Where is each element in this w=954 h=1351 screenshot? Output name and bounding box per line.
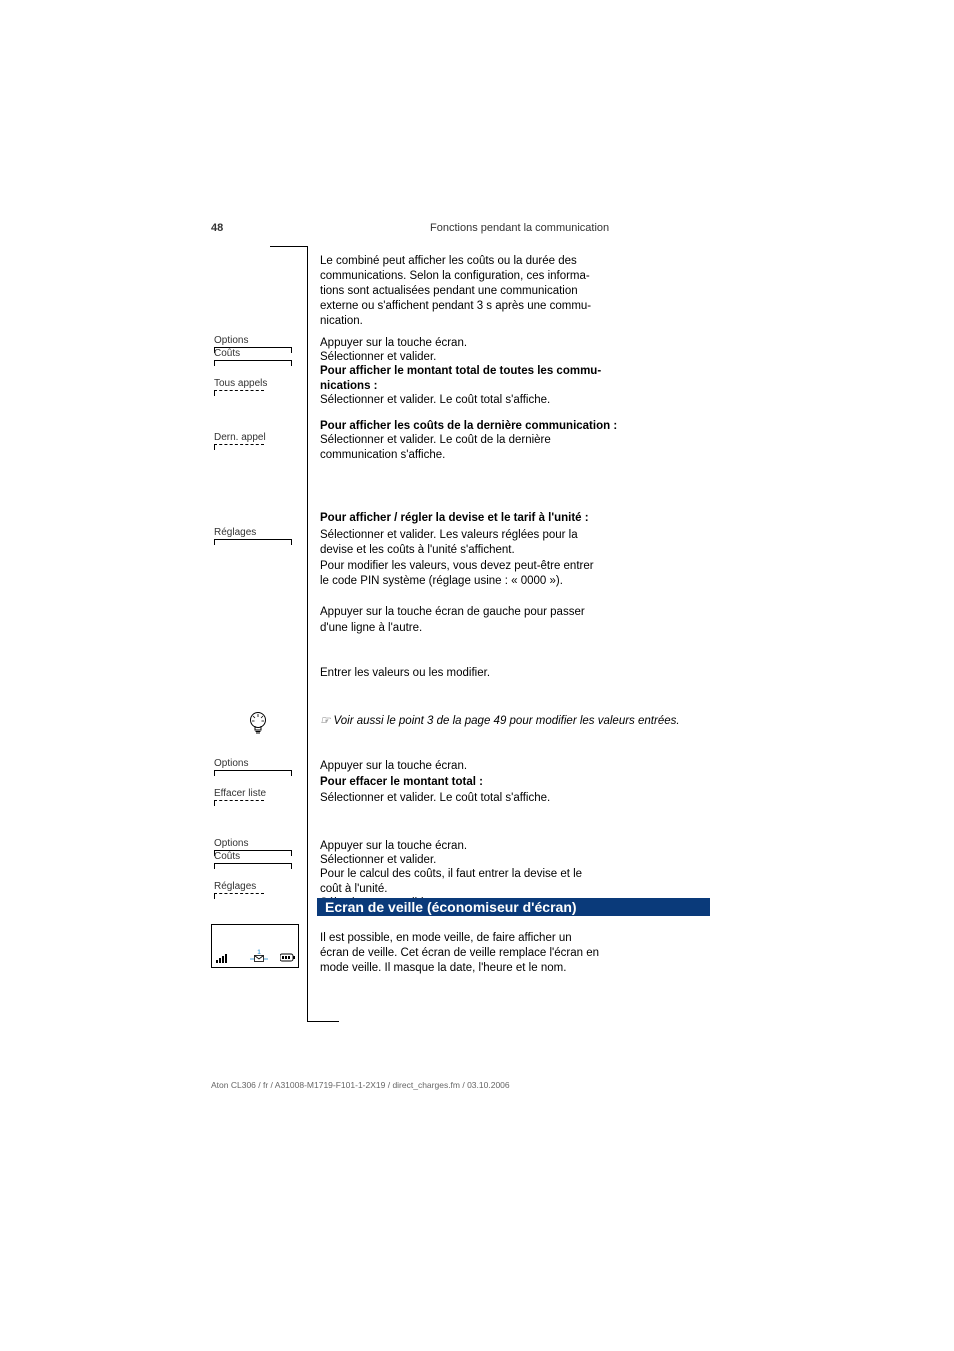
page-number: 48 — [211, 222, 223, 234]
softkey-settings-1: Réglages — [214, 527, 256, 538]
menu-all-calls: Tous appels — [214, 378, 267, 389]
body-p32: mode veille. Il masque la date, l'heure … — [320, 960, 566, 977]
body-p16: devise et les coûts à l'unité s'affichen… — [320, 542, 515, 559]
lightbulb-icon — [248, 711, 268, 737]
bracket-costs-1 — [214, 360, 292, 366]
standby-screen-thumbnail: 1 — [211, 924, 299, 968]
bracket-settings-1 — [214, 539, 292, 545]
body-p5: nication. — [320, 313, 363, 330]
body-p19: Appuyer sur la touche écran de gauche po… — [320, 604, 585, 621]
battery-icon — [280, 953, 296, 962]
menu-last-call: Dern. appel — [214, 432, 266, 443]
body-p23: Pour effacer le montant total : — [320, 774, 483, 791]
body-p10: Sélectionner et valider. Le coût total s… — [320, 392, 550, 409]
body-p14: Pour afficher / régler la devise et le t… — [320, 510, 589, 527]
message-icon: 1 — [250, 949, 268, 963]
page-header-right: Fonctions pendant la communication — [430, 222, 609, 234]
softkey-options-2: Options — [214, 758, 248, 769]
page-footer: Aton CL306 / fr / A31008-M1719-F101-1-2X… — [211, 1080, 510, 1090]
softkey-options-1: Options — [214, 335, 248, 346]
svg-text:1: 1 — [257, 950, 261, 956]
bracket-last-call — [214, 444, 264, 450]
margin-htick-top — [270, 246, 308, 247]
margin-vline — [307, 246, 308, 1021]
page-root: 48 Fonctions pendant la communication Op… — [0, 0, 954, 1351]
body-p13: communication s'affiche. — [320, 447, 445, 464]
softkey-costs-2: Coûts — [214, 851, 240, 862]
menu-settings-2: Réglages — [214, 881, 256, 892]
body-p20: d'une ligne à l'autre. — [320, 620, 422, 637]
bracket-options-2 — [214, 770, 292, 776]
section-heading-screensaver: Ecran de veille (économiseur d'écran) — [317, 898, 710, 916]
body-p18: le code PIN système (réglage usine : « 0… — [320, 573, 563, 590]
signal-icon — [216, 953, 230, 963]
bracket-delete-list — [214, 800, 264, 806]
margin-htick-bottom — [307, 1021, 339, 1022]
bracket-all-calls — [214, 390, 264, 396]
softkey-costs-1: Coûts — [214, 348, 240, 359]
body-p24: Sélectionner et valider. Le coût total s… — [320, 790, 550, 807]
body-p22: Appuyer sur la touche écran. — [320, 758, 467, 775]
softkey-options-3: Options — [214, 838, 248, 849]
bracket-costs-2 — [214, 863, 292, 869]
bracket-settings-2 — [214, 893, 264, 899]
menu-delete-list: Effacer liste — [214, 788, 266, 799]
body-tip: ☞ Voir aussi le point 3 de la page 49 po… — [320, 713, 680, 730]
body-p21: Entrer les valeurs ou les modifier. — [320, 665, 490, 682]
